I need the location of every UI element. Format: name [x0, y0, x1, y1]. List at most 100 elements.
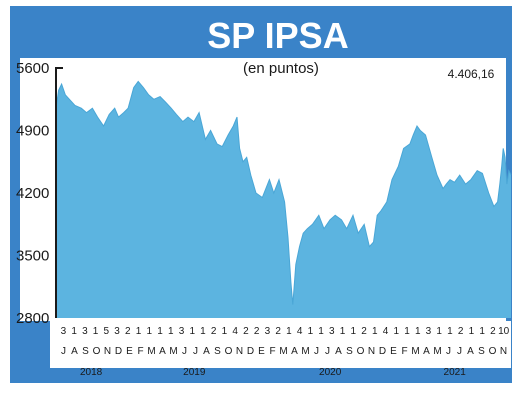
- x-day-label: 1: [340, 326, 346, 337]
- x-day-label: 3: [61, 326, 67, 337]
- y-axis-tick-labels: 5600 4900 4200 3500 2800: [16, 60, 49, 327]
- y-tick-label: 5600: [16, 60, 49, 77]
- x-month-label: J: [446, 346, 451, 357]
- x-month-label: M: [169, 346, 177, 357]
- x-month-label: F: [269, 346, 275, 357]
- x-month-label: J: [193, 346, 198, 357]
- x-month-label: A: [71, 346, 78, 357]
- x-day-label: 2: [125, 326, 131, 337]
- x-month-label: M: [433, 346, 441, 357]
- y-tick-label: 2800: [16, 310, 49, 327]
- x-month-label: M: [301, 346, 309, 357]
- x-day-label: 1: [157, 326, 163, 337]
- x-day-label: 1: [393, 326, 399, 337]
- x-month-label: N: [104, 346, 111, 357]
- x-month-label: S: [478, 346, 485, 357]
- x-day-label: 4: [297, 326, 303, 337]
- x-month-label: F: [137, 346, 143, 357]
- last-value-label: 4.406,16: [448, 67, 495, 81]
- x-month-label: E: [390, 346, 397, 357]
- x-day-label: 5: [104, 326, 110, 337]
- x-month-label: J: [457, 346, 462, 357]
- x-day-label: 1: [136, 326, 142, 337]
- x-day-label: 4: [383, 326, 389, 337]
- x-month-label: E: [258, 346, 265, 357]
- x-day-label: 1: [308, 326, 314, 337]
- x-month-label: S: [82, 346, 89, 357]
- x-year-label: 2020: [319, 367, 342, 378]
- x-day-label: 1: [351, 326, 357, 337]
- chart-title: SP IPSA: [207, 15, 348, 56]
- x-day-label: 2: [458, 326, 464, 337]
- x-day-label: 1: [415, 326, 421, 337]
- x-day-label: 1: [318, 326, 324, 337]
- y-axis-line: [55, 67, 63, 318]
- x-year-label: 2021: [444, 367, 467, 378]
- x-month-label: J: [314, 346, 319, 357]
- x-month-label: S: [214, 346, 221, 357]
- x-month-label: J: [325, 346, 330, 357]
- x-month-label: D: [247, 346, 254, 357]
- x-day-label: 1: [286, 326, 292, 337]
- series-layer: [55, 80, 512, 319]
- x-day-label: 1: [146, 326, 152, 337]
- x-day-label: 1: [469, 326, 475, 337]
- x-month-label: J: [61, 346, 66, 357]
- x-axis-year-labels: 2018 2019 2020 2021: [80, 367, 466, 378]
- x-month-label: O: [93, 346, 101, 357]
- x-year-label: 2018: [80, 367, 103, 378]
- x-day-label: 3: [82, 326, 88, 337]
- x-month-label: A: [423, 346, 430, 357]
- x-month-label: A: [467, 346, 474, 357]
- x-day-label: 1: [372, 326, 378, 337]
- x-day-label: 2: [490, 326, 496, 337]
- chart-subtitle: (en puntos): [243, 60, 319, 77]
- series-area: [56, 81, 511, 319]
- x-month-label: A: [159, 346, 166, 357]
- x-day-label: 3: [426, 326, 432, 337]
- y-tick-label: 3500: [16, 248, 49, 265]
- x-day-label: 2: [275, 326, 281, 337]
- x-year-label: 2019: [183, 367, 206, 378]
- x-day-label: 1: [93, 326, 99, 337]
- x-month-label: O: [225, 346, 233, 357]
- x-day-label: 1: [447, 326, 453, 337]
- y-tick-label: 4900: [16, 123, 49, 140]
- x-month-label: O: [489, 346, 497, 357]
- x-day-label: 4: [232, 326, 238, 337]
- x-day-label: 1: [189, 326, 195, 337]
- x-day-label: 10: [498, 326, 510, 337]
- x-month-label: M: [411, 346, 419, 357]
- x-day-label: 3: [329, 326, 335, 337]
- axis-strip: [50, 321, 511, 368]
- x-month-label: O: [357, 346, 365, 357]
- x-month-label: N: [368, 346, 375, 357]
- x-day-label: 1: [404, 326, 410, 337]
- y-tick-label: 4200: [16, 185, 49, 202]
- x-month-label: N: [236, 346, 243, 357]
- x-day-label: 3: [114, 326, 120, 337]
- x-month-label: A: [291, 346, 298, 357]
- x-month-label: M: [147, 346, 155, 357]
- x-day-label: 1: [168, 326, 174, 337]
- x-month-label: D: [379, 346, 386, 357]
- x-month-label: A: [203, 346, 210, 357]
- x-day-label: 1: [479, 326, 485, 337]
- x-month-label: M: [279, 346, 287, 357]
- x-day-label: 1: [222, 326, 228, 337]
- series-line: [55, 80, 512, 305]
- x-month-label: D: [115, 346, 122, 357]
- x-day-label: 2: [254, 326, 260, 337]
- x-month-label: J: [182, 346, 187, 357]
- x-month-label: F: [401, 346, 407, 357]
- x-month-label: A: [335, 346, 342, 357]
- x-day-label: 1: [200, 326, 206, 337]
- x-day-label: 2: [211, 326, 217, 337]
- x-month-label: N: [500, 346, 507, 357]
- x-day-label: 2: [243, 326, 249, 337]
- x-day-label: 1: [71, 326, 77, 337]
- x-month-label: E: [126, 346, 133, 357]
